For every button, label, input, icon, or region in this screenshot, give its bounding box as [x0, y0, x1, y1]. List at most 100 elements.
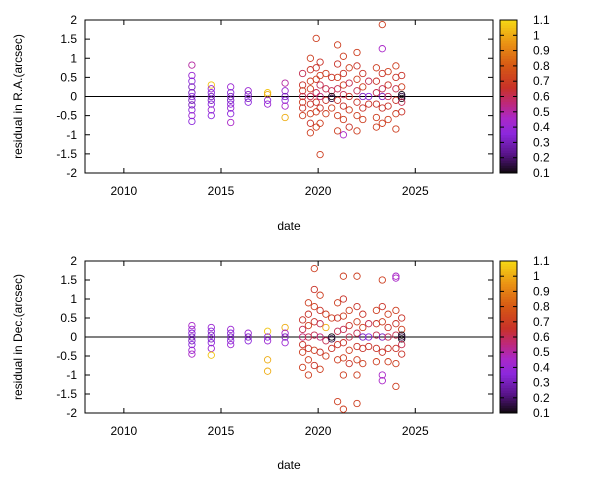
colorbar-tick-label: 1.1 — [533, 13, 550, 27]
colorbar-segment — [500, 352, 517, 356]
data-point — [398, 71, 406, 80]
data-point — [312, 34, 320, 43]
data-point — [359, 333, 367, 341]
y-tick-label: 1 — [70, 51, 77, 65]
colorbar-segment — [500, 286, 517, 290]
x-tick-label: 2010 — [111, 424, 138, 438]
data-point — [207, 351, 215, 359]
data-point — [298, 348, 307, 356]
colorbar-tick-label: 0.7 — [533, 74, 550, 88]
data-point — [263, 100, 272, 108]
data-point — [298, 87, 307, 95]
colorbar-segment — [500, 139, 517, 143]
data-point — [188, 337, 196, 345]
colorbar-segment — [500, 122, 517, 125]
data-point — [304, 310, 313, 318]
colorbar-segment — [500, 266, 517, 269]
data-point — [359, 310, 367, 318]
colorbar-segment — [500, 380, 517, 383]
colorbar-segment — [500, 377, 517, 381]
data-point — [392, 272, 400, 280]
data-point — [333, 41, 342, 49]
colorbar-tick-label: 0.4 — [533, 360, 550, 374]
data-point — [353, 302, 361, 311]
colorbar-segment — [500, 162, 517, 166]
colorbar-segment — [500, 402, 517, 406]
y-tick-label: -1 — [66, 128, 77, 142]
data-point — [227, 110, 235, 118]
data-point — [365, 333, 373, 341]
data-point — [378, 318, 386, 326]
colorbar-segment — [500, 50, 517, 54]
data-point — [304, 371, 313, 379]
data-point — [322, 310, 330, 318]
data-point — [263, 327, 272, 335]
colorbar-segment — [500, 147, 517, 151]
colorbar-segment — [500, 385, 517, 389]
data-point — [312, 64, 320, 72]
data-point — [298, 316, 307, 324]
data-point — [244, 87, 252, 95]
data-point — [188, 346, 196, 354]
data-point — [398, 83, 406, 91]
data-point — [316, 150, 324, 159]
data-point — [263, 356, 272, 364]
data-point — [306, 92, 315, 101]
data-point — [392, 344, 400, 353]
data-point — [316, 119, 324, 127]
colorbar-segment — [500, 273, 517, 277]
colorbar-tick-label: 0.9 — [533, 284, 550, 298]
y-tick-label: 1.5 — [60, 32, 77, 46]
colorbar-segment — [500, 58, 517, 62]
data-point — [365, 320, 373, 328]
data-point — [339, 272, 348, 280]
data-point — [353, 356, 361, 364]
data-point — [328, 333, 336, 341]
data-point — [304, 344, 313, 353]
data-point — [378, 119, 386, 127]
data-point — [392, 306, 400, 315]
data-point — [298, 98, 307, 106]
data-point — [384, 358, 392, 366]
data-point — [207, 106, 215, 114]
data-point — [378, 45, 386, 53]
data-point — [207, 111, 215, 120]
data-point — [339, 102, 348, 110]
data-point — [398, 340, 406, 349]
colorbar-segment — [500, 20, 517, 23]
colorbar-segment — [500, 65, 517, 69]
data-point — [339, 312, 348, 320]
data-point — [372, 306, 381, 315]
data-point — [398, 90, 406, 99]
data-point — [244, 98, 252, 106]
colorbar-tick-label: 0.8 — [533, 300, 550, 314]
data-point — [345, 359, 353, 368]
data-point — [398, 333, 406, 341]
colorbar-segment — [500, 395, 517, 399]
data-point — [306, 54, 315, 62]
data-point — [372, 64, 381, 72]
data-point — [322, 323, 330, 332]
colorbar-segment — [500, 293, 517, 297]
colorbar-segment — [500, 165, 517, 169]
data-point — [359, 69, 367, 78]
data-point — [207, 85, 215, 93]
data-point — [365, 342, 373, 351]
colorbar-segment — [500, 369, 517, 373]
data-point — [244, 333, 252, 341]
data-point — [188, 96, 196, 104]
colorbar-segment — [500, 400, 517, 404]
data-point — [298, 104, 307, 112]
data-point — [244, 329, 252, 337]
data-point — [188, 89, 196, 97]
colorbar-segment — [500, 319, 517, 323]
colorbar-segment — [500, 37, 517, 41]
y-tick-label: 0.5 — [60, 311, 77, 325]
data-point — [384, 115, 392, 124]
data-point — [316, 306, 324, 315]
data-point — [306, 119, 315, 127]
colorbar-segment — [500, 311, 517, 315]
x-tick-label: 2020 — [305, 184, 332, 198]
data-point — [398, 325, 406, 334]
